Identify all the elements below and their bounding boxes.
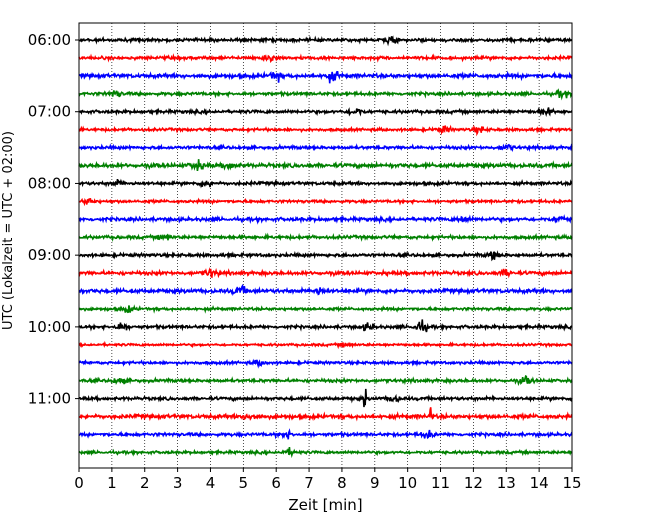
trace-0600 <box>78 35 573 47</box>
x-tick-label: 15 <box>562 474 581 492</box>
x-tick-label: 3 <box>173 474 183 492</box>
trace-1045 <box>78 374 573 387</box>
x-tick-label: 0 <box>74 474 84 492</box>
x-tick-label: 2 <box>140 474 150 492</box>
x-tick-label: 9 <box>370 474 380 492</box>
y-axis-label: UTC (Lokalzeit = UTC + 02:00) <box>1 131 16 330</box>
trace-1100 <box>78 388 573 408</box>
x-tick-label: 14 <box>530 474 549 492</box>
trace-0615 <box>78 53 573 64</box>
x-tick-label: 12 <box>464 474 483 492</box>
x-tick-label: 4 <box>206 474 216 492</box>
x-axis-label: Zeit [min] <box>288 496 362 514</box>
trace-0900 <box>78 250 573 262</box>
trace-0800 <box>78 178 573 189</box>
trace-1015 <box>78 340 573 350</box>
plot-frame <box>78 22 573 469</box>
x-tick-label: 1 <box>107 474 117 492</box>
trace-0915 <box>78 267 573 279</box>
x-tick-label: 6 <box>271 474 281 492</box>
trace-0830 <box>78 214 573 225</box>
trace-0930 <box>78 283 573 297</box>
y-tick-label: 10:00 <box>28 318 71 336</box>
y-tick-label: 07:00 <box>28 103 71 121</box>
trace-0730 <box>78 143 573 153</box>
trace-0630 <box>78 70 573 84</box>
seismic-traces <box>78 35 573 459</box>
x-tick-label: 8 <box>337 474 347 492</box>
trace-1000 <box>78 319 573 333</box>
x-tick-label: 7 <box>304 474 314 492</box>
x-tick-label: 5 <box>239 474 249 492</box>
y-axis-ticks: 06:00 07:00 08:00 09:00 10:00 11:00 <box>28 31 79 408</box>
x-tick-label: 13 <box>497 474 516 492</box>
trace-0715 <box>78 124 573 137</box>
trace-1130 <box>78 428 573 440</box>
trace-1145 <box>78 447 573 459</box>
y-tick-label: 09:00 <box>28 246 71 264</box>
y-tick-label: 08:00 <box>28 174 71 192</box>
trace-0745 <box>78 159 573 171</box>
vertical-grid <box>111 23 540 468</box>
trace-0815 <box>78 197 573 207</box>
y-tick-label: 11:00 <box>28 390 71 408</box>
trace-1030 <box>78 358 573 369</box>
trace-0945 <box>78 304 573 314</box>
y-tick-label: 06:00 <box>28 31 71 49</box>
trace-0700 <box>78 107 573 118</box>
trace-1115 <box>78 407 573 422</box>
trace-0645 <box>78 88 573 101</box>
x-tick-label: 11 <box>431 474 450 492</box>
x-axis-ticks: 0 1 2 3 4 5 6 7 8 9 10 11 12 13 14 15 <box>74 468 582 492</box>
trace-0845 <box>78 232 573 242</box>
x-tick-label: 10 <box>398 474 417 492</box>
